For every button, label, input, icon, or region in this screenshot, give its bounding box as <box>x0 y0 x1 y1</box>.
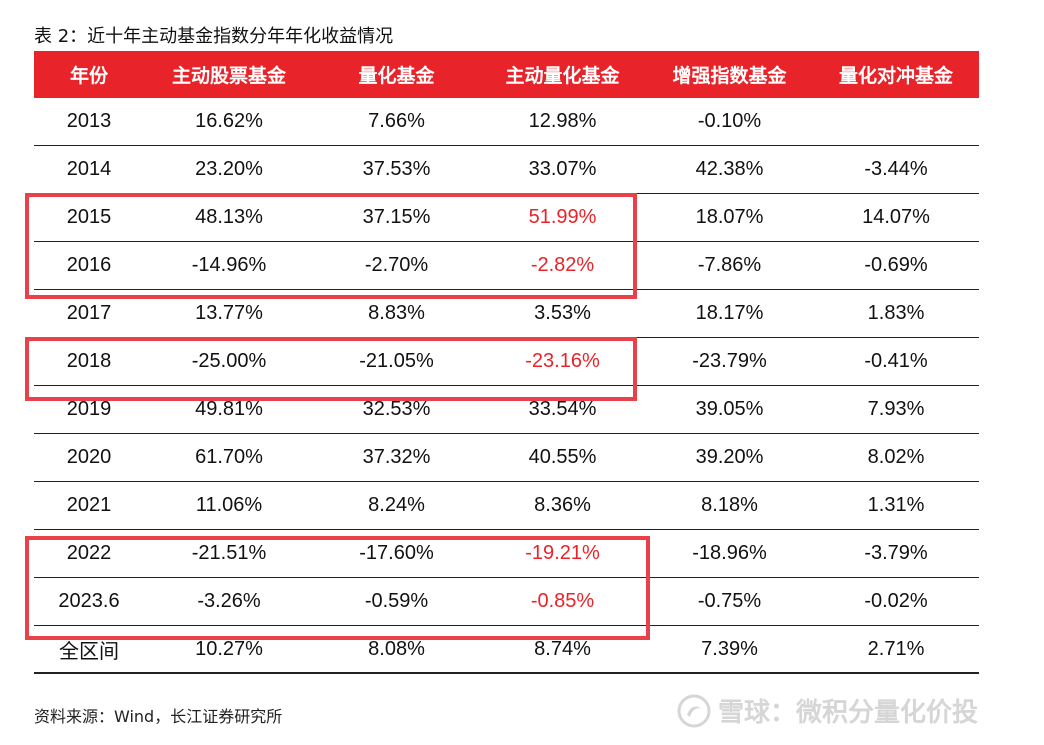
return-cell: -0.10% <box>697 110 762 132</box>
table-title: 表 2：近十年主动基金指数分年年化收益情况 <box>34 26 394 47</box>
return-cell: -18.96% <box>692 542 767 564</box>
table-row: 2022 -21.51% -17.60% -19.21% -18.96% -3.79% <box>34 530 979 578</box>
return-cell: -0.41% <box>864 350 928 372</box>
return-cell: 23.20% <box>195 158 263 180</box>
return-cell: 8.18% <box>701 494 758 516</box>
table-row: 2013 16.62% 7.66% 12.98% -0.10% <box>34 98 979 146</box>
return-cell: -0.75% <box>697 590 762 612</box>
year-cell: 2017 <box>66 302 112 324</box>
return-cell: 33.54% <box>528 398 597 420</box>
return-cell: 39.05% <box>695 398 764 420</box>
returns-table: 年份 主动股票基金 量化基金 主动量化基金 增强指数基金 量化对冲基金 2013… <box>34 51 979 674</box>
table-row: 2021 11.06% 8.24% 8.36% 8.18% 1.31% <box>34 482 979 530</box>
return-cell: -0.69% <box>864 254 928 276</box>
table-row: 全区间 10.27% 8.08% 8.74% 7.39% 2.71% <box>34 626 979 674</box>
header-active-quant-fund: 主动量化基金 <box>505 65 620 87</box>
return-cell: -14.96% <box>191 254 267 276</box>
year-cell: 2014 <box>66 158 112 180</box>
source-note: 资料来源：Wind，长江证券研究所 <box>34 707 283 726</box>
year-cell: 2020 <box>66 446 112 468</box>
header-enhanced-index-fund: 增强指数基金 <box>672 65 787 87</box>
return-cell: -3.26% <box>197 590 261 612</box>
return-cell: 13.77% <box>195 302 263 324</box>
header-quant-hedge-fund: 量化对冲基金 <box>838 65 953 87</box>
return-cell: -25.00% <box>191 350 267 372</box>
return-cell: -0.85% <box>530 590 595 612</box>
year-cell: 2015 <box>66 206 112 228</box>
return-cell: 8.36% <box>534 494 591 516</box>
snowball-logo-icon <box>677 694 711 727</box>
return-cell: 7.93% <box>867 398 925 420</box>
return-cell: 11.06% <box>195 494 263 516</box>
return-cell: 37.15% <box>362 206 431 228</box>
table-body: 2013 16.62% 7.66% 12.98% -0.10% 2014 23.20% 37.… <box>34 98 979 674</box>
return-cell: 7.39% <box>701 637 758 660</box>
return-cell: 8.24% <box>368 494 425 516</box>
return-cell: 18.07% <box>695 206 764 228</box>
header-year: 年份 <box>69 65 108 87</box>
year-cell: 2018 <box>66 350 112 372</box>
return-cell: 8.74% <box>534 637 591 660</box>
return-cell: 61.70% <box>195 446 263 468</box>
header-quant-fund: 量化基金 <box>358 65 435 87</box>
return-cell: 10.27% <box>195 637 263 660</box>
table-row: 2017 13.77% 8.83% 3.53% 18.17% 1.83% <box>34 290 979 338</box>
watermark-text: 雪球：微积分量化价投 <box>718 698 979 728</box>
return-cell: -17.60% <box>359 542 434 564</box>
return-cell: 18.17% <box>695 302 764 324</box>
year-cell: 2019 <box>66 398 112 420</box>
return-cell: 49.81% <box>195 398 263 420</box>
return-cell: 1.83% <box>867 302 925 324</box>
year-cell: 2021 <box>66 494 112 516</box>
return-cell: -7.86% <box>697 254 762 276</box>
return-cell: -2.82% <box>530 254 595 276</box>
return-cell: -23.79% <box>692 350 767 372</box>
table-row: 2018 -25.00% -21.05% -23.16% -23.79% -0.41% <box>34 338 979 386</box>
return-cell: 8.02% <box>867 446 925 468</box>
year-cell: 2016 <box>66 254 112 276</box>
return-cell: 33.07% <box>528 158 597 180</box>
return-cell: 51.99% <box>528 206 597 228</box>
return-cell: -2.70% <box>364 254 429 276</box>
return-cell: -21.51% <box>191 542 267 564</box>
header-active-equity-fund: 主动股票基金 <box>171 65 286 87</box>
return-cell: -23.16% <box>525 350 600 372</box>
year-cell: 2022 <box>66 542 112 564</box>
return-cell: 16.62% <box>195 110 263 132</box>
return-cell: 8.83% <box>368 302 425 324</box>
year-cell: 2013 <box>66 110 112 132</box>
watermark: 雪球：微积分量化价投 <box>676 692 978 729</box>
return-cell: -0.59% <box>364 590 429 612</box>
return-cell: 1.31% <box>867 494 925 516</box>
return-cell: 39.20% <box>695 446 764 468</box>
table-header-row: 年份 主动股票基金 量化基金 主动量化基金 增强指数基金 量化对冲基金 <box>34 51 979 98</box>
return-cell: -3.79% <box>864 542 928 564</box>
table-row: 2015 48.13% 37.15% 51.99% 18.07% 14.07% <box>34 194 979 242</box>
year-cell: 全区间 <box>59 640 119 663</box>
return-cell: -19.21% <box>525 542 600 564</box>
return-cell: -0.02% <box>864 590 928 612</box>
return-cell: 48.13% <box>195 206 263 228</box>
table-row: 2023.6 -3.26% -0.59% -0.85% -0.75% -0.02% <box>34 578 979 626</box>
return-cell: 37.53% <box>362 158 431 180</box>
return-cell: 40.55% <box>528 446 597 468</box>
return-cell: -21.05% <box>359 350 434 372</box>
return-cell <box>813 98 979 145</box>
return-cell: 3.53% <box>534 302 591 324</box>
return-cell: 8.08% <box>368 637 425 660</box>
return-cell: 7.66% <box>368 110 425 132</box>
table-row: 2016 -14.96% -2.70% -2.82% -7.86% -0.69% <box>34 242 979 290</box>
return-cell: 42.38% <box>695 158 764 180</box>
return-cell: 32.53% <box>362 398 431 420</box>
table-row: 2019 49.81% 32.53% 33.54% 39.05% 7.93% <box>34 386 979 434</box>
return-cell: 14.07% <box>862 206 930 228</box>
table-row: 2014 23.20% 37.53% 33.07% 42.38% -3.44% <box>34 146 979 194</box>
return-cell: 12.98% <box>528 110 597 132</box>
return-cell: 2.71% <box>867 637 925 660</box>
table-row: 2020 61.70% 37.32% 40.55% 39.20% 8.02% <box>34 434 979 482</box>
year-cell: 2023.6 <box>58 590 120 612</box>
return-cell: 37.32% <box>362 446 431 468</box>
return-cell: -3.44% <box>864 158 928 180</box>
